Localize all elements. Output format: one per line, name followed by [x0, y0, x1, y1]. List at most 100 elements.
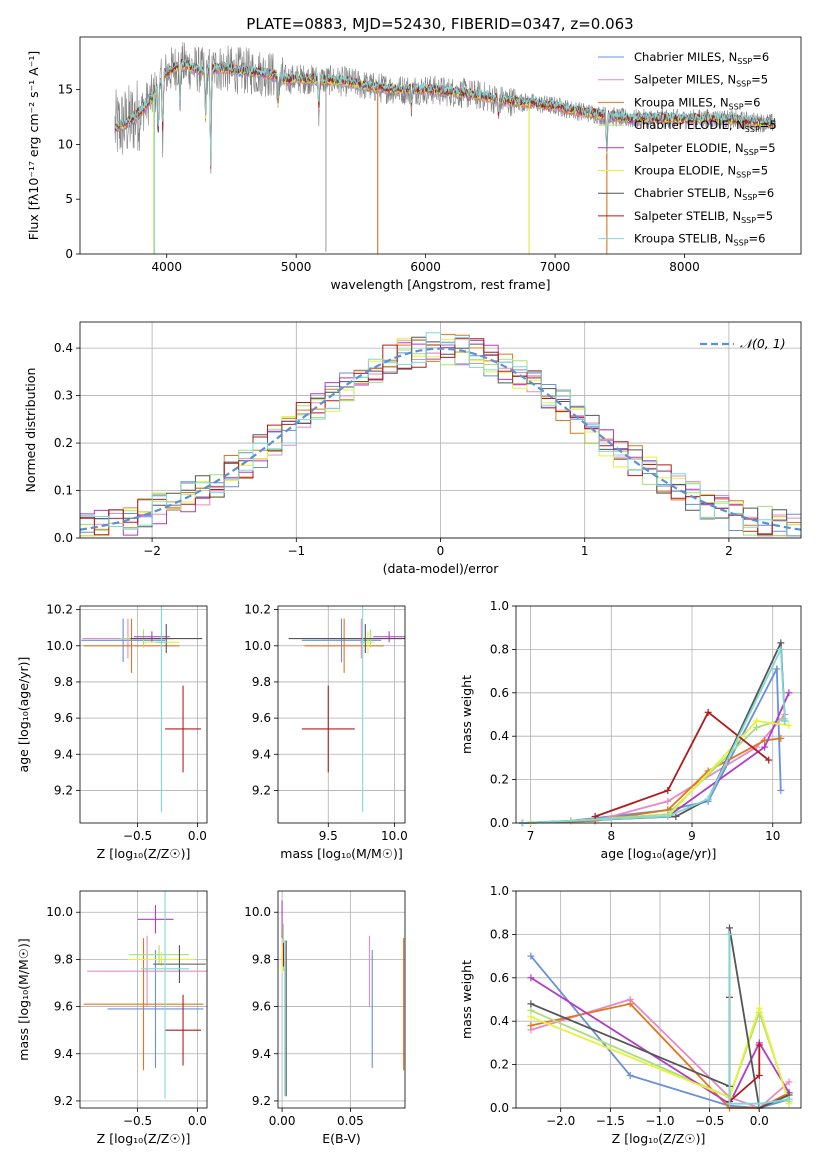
panel-mass_vs_z: −0.5 0.0 9.2 9.4 9.6 9.8 10.0 Z [log₁₀(Z/Z☉)] ma… [16, 891, 207, 1146]
y-tick-label: 0.2 [490, 773, 509, 787]
legend-entry-chabrier_miles: Chabrier MILES, NSSP=6 [634, 50, 769, 66]
weight-marker-kroupa_stelib [785, 1095, 793, 1103]
weight-marker-salpeter_stelib [765, 756, 773, 764]
y-axis-label: Normed distribution [23, 368, 38, 493]
mass_vs_ebv-frame [277, 890, 406, 1109]
legend-entry-kroupa_elodie: Kroupa ELODIE, NSSP=5 [634, 164, 768, 180]
x-axis-label: age [log₁₀(age/yr)] [601, 846, 717, 861]
legend-entry-salpeter_elodie: Salpeter ELODIE, NSSP=5 [634, 141, 776, 157]
panel-mass_vs_ebv: 0.00 0.05 9.2 9.4 9.6 9.8 10.0 E(B-V) [244, 891, 405, 1146]
weight-marker-chabrier_stelib [672, 812, 680, 820]
y-tick-label: 9.2 [54, 783, 73, 797]
legend-entry-kroupa_miles: Kroupa MILES, NSSP=6 [634, 95, 760, 111]
y-tick-label: 0.0 [490, 1101, 509, 1115]
y-tick-label: 10.0 [46, 639, 73, 653]
weight-marker-kroupa_stelib [726, 930, 734, 938]
legend-entry-normal: 𝒩(0, 1) [740, 336, 786, 351]
y-tick-label: 9.4 [54, 747, 73, 761]
grid-age_vs_mass [278, 606, 405, 823]
y-tick-label: 0.3 [54, 389, 73, 403]
y-tick-label: 9.6 [252, 711, 271, 725]
y-axis-label: mass weight [459, 675, 474, 754]
y-tick-label: 9.8 [252, 952, 271, 966]
spectrum-legend: Chabrier MILES, NSSP=6 Salpeter MILES, NS… [598, 50, 777, 248]
weight_vs_age-frame [515, 605, 802, 824]
y-tick-label: 0.6 [490, 686, 509, 700]
y-tick-label: 9.6 [54, 711, 73, 725]
y-tick-label: 9.6 [54, 1000, 73, 1014]
x-tick-label: 4000 [151, 260, 182, 274]
y-tick-label: 0.1 [54, 484, 73, 498]
weight-marker-kroupa_miles [777, 734, 785, 742]
x-axis-label: (data-model)/error [383, 561, 500, 576]
weight-marker-chabrier_miles [626, 1071, 634, 1079]
panel-age_vs_z: −0.5 0.0 9.2 9.4 9.6 9.8 10.0 10.2 Z [log₁₀(Z/Z☉… [16, 603, 207, 861]
x-tick-label: 8 [607, 829, 615, 843]
weight-marker-chabrier_elodie [527, 1006, 535, 1014]
weight-marker-chabrier_miles [777, 786, 785, 794]
y-axis-label: mass weight [459, 960, 474, 1039]
y-tick-label: 0.6 [490, 971, 509, 985]
weight-marker-kroupa_stelib [755, 1100, 763, 1108]
x-tick-label: 7000 [540, 260, 571, 274]
weight-line-chabrier_elodie [522, 717, 786, 824]
x-tick-label: −1.5 [596, 1114, 625, 1128]
x-tick-label: −2.0 [546, 1114, 575, 1128]
x-tick-label: −1.0 [645, 1114, 674, 1128]
x-tick-label: 0.0 [750, 1114, 769, 1128]
weight-marker-kroupa_stelib [726, 1100, 734, 1108]
x-tick-label: 9.5 [319, 829, 338, 843]
y-tick-label: 1.0 [490, 599, 509, 613]
weight-marker-salpeter_stelib [704, 708, 712, 716]
legend-entry-salpeter_stelib: Salpeter STELIB, NSSP=5 [634, 209, 773, 225]
weight-marker-salpeter_stelib [664, 786, 672, 794]
weight-marker-chabrier_stelib [726, 924, 734, 932]
y-tick-label: 5 [65, 192, 73, 206]
y-tick-label: 10.0 [244, 639, 271, 653]
x-tick-label: 0.0 [188, 829, 207, 843]
x-axis-label: Z [log₁₀(Z/Z☉)] [97, 846, 191, 861]
model-spectrum-kroupa_stelib [114, 59, 776, 167]
x-tick-label: 6000 [410, 260, 441, 274]
y-tick-label: 9.4 [252, 1047, 271, 1061]
panel-spectrum: 4000 5000 6000 7000 8000 0 5 10 15 wavelength [An… [26, 41, 776, 292]
weight-line-salpeter_elodie [530, 977, 790, 1105]
y-tick-label: 0.2 [490, 1058, 509, 1072]
weight-marker-salpeter_elodie [785, 689, 793, 697]
y-tick-label: 9.4 [252, 747, 271, 761]
x-tick-label: 0.0 [188, 1114, 207, 1128]
weight-marker-kroupa_stelib [781, 717, 789, 725]
y-tick-label: 9.4 [54, 1047, 73, 1061]
x-tick-label: 0.00 [269, 1114, 296, 1128]
x-tick-label: 5000 [281, 260, 312, 274]
y-tick-label: 0.0 [490, 816, 509, 830]
weight-line-kroupa_stelib [728, 934, 790, 1105]
y-axis-label: mass [log₁₀(M/M☉)] [16, 938, 31, 1060]
age_vs_mass-frame [277, 605, 406, 824]
weight-line-chabrier_miles [522, 665, 782, 824]
weight-marker-kroupa_elodie [755, 1004, 763, 1012]
y-tick-label: 0.4 [490, 1014, 509, 1028]
y-tick-label: 10.0 [244, 905, 271, 919]
weight-marker-salpeter_stelib [755, 1041, 763, 1049]
panel-residuals: −2 −1 0 1 2 0.0 0.1 0.2 0.3 0.4 (data-model)/error… [23, 322, 802, 576]
x-tick-label: 0 [437, 544, 445, 558]
normal-curve [79, 347, 802, 531]
y-tick-label: 9.8 [54, 675, 73, 689]
x-tick-label: 1 [581, 544, 589, 558]
y-tick-label: 9.2 [54, 1094, 73, 1108]
residual-hist-kroupa_stelib [80, 332, 801, 537]
y-tick-label: 0.4 [54, 341, 73, 355]
weight-marker-chabrier_miles [527, 952, 535, 960]
y-tick-label: 9.8 [54, 952, 73, 966]
weight-marker-kroupa_stelib [777, 645, 785, 653]
weight-marker-kroupa_stelib [704, 795, 712, 803]
y-tick-label: 9.8 [252, 675, 271, 689]
x-tick-label: 7 [527, 829, 535, 843]
x-tick-label: 10.0 [381, 829, 408, 843]
legend-entry-chabrier_elodie: Chabrier ELODIE, NSSP=5 [634, 118, 777, 134]
y-tick-label: 15 [58, 83, 73, 97]
x-axis-label: Z [log₁₀(Z/Z☉)] [97, 1131, 191, 1146]
y-tick-label: 1.0 [490, 884, 509, 898]
